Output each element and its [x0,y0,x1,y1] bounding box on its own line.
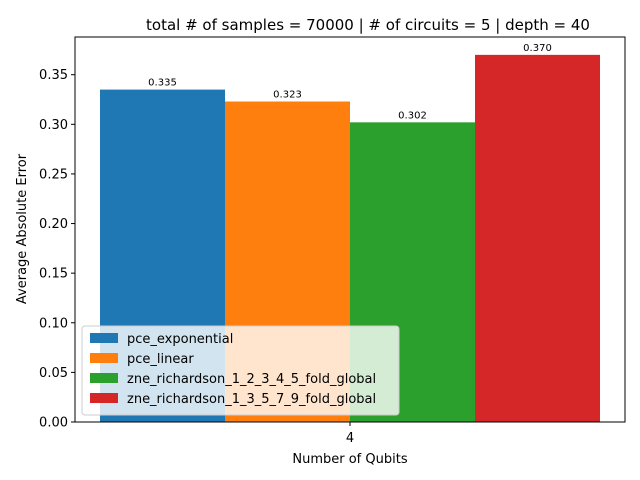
x-axis-ticks: 4 [346,422,354,446]
y-tick-label: 0.15 [39,267,68,282]
legend-swatch [90,333,118,343]
bar-zne_richardson_1_3_5_7_9_fold_global [475,54,600,422]
bar-labels-group: 0.335 0.323 0.302 0.370 [148,43,552,121]
legend-entry-label: zne_richardson_1_3_5_7_9_fold_global [127,392,376,407]
legend-entry-label: zne_richardson_1_2_3_4_5_fold_global [127,372,376,387]
y-tick-label: 0.00 [39,416,68,431]
legend-entry-label: pce_linear [127,352,194,367]
legend-swatch [90,353,118,363]
legend-entry-label: pce_exponential [127,332,233,347]
y-axis-label: Average Absolute Error [15,153,30,304]
y-tick-label: 0.30 [39,118,68,133]
x-axis-label: Number of Qubits [292,452,407,467]
y-tick-label: 0.05 [39,366,68,381]
y-tick-label: 0.20 [39,217,68,232]
bar-value-label: 0.335 [148,78,177,89]
y-axis-ticks: 0.00 0.05 0.10 0.15 0.20 0.25 0.30 0.35 [39,68,75,431]
legend-box [81,325,400,416]
legend: pce_exponential pce_linear zne_richardson_… [81,325,400,416]
bars-group [100,54,600,422]
x-tick-label: 4 [346,431,354,446]
plot-frame [74,36,626,423]
legend-swatch [90,393,118,403]
bar-value-label: 0.323 [273,89,302,100]
y-tick-label: 0.10 [39,316,68,331]
legend-swatch [90,373,118,383]
bar-value-label: 0.370 [523,43,552,54]
bar-value-label: 0.302 [398,110,427,121]
y-tick-label: 0.35 [39,68,68,83]
y-tick-label: 0.25 [39,167,68,182]
chart-title: total # of samples = 70000 | # of circui… [146,16,590,34]
